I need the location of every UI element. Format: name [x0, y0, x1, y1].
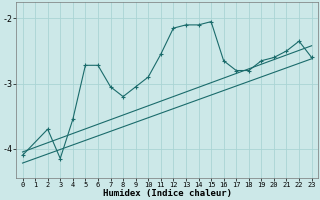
X-axis label: Humidex (Indice chaleur): Humidex (Indice chaleur) — [103, 189, 232, 198]
